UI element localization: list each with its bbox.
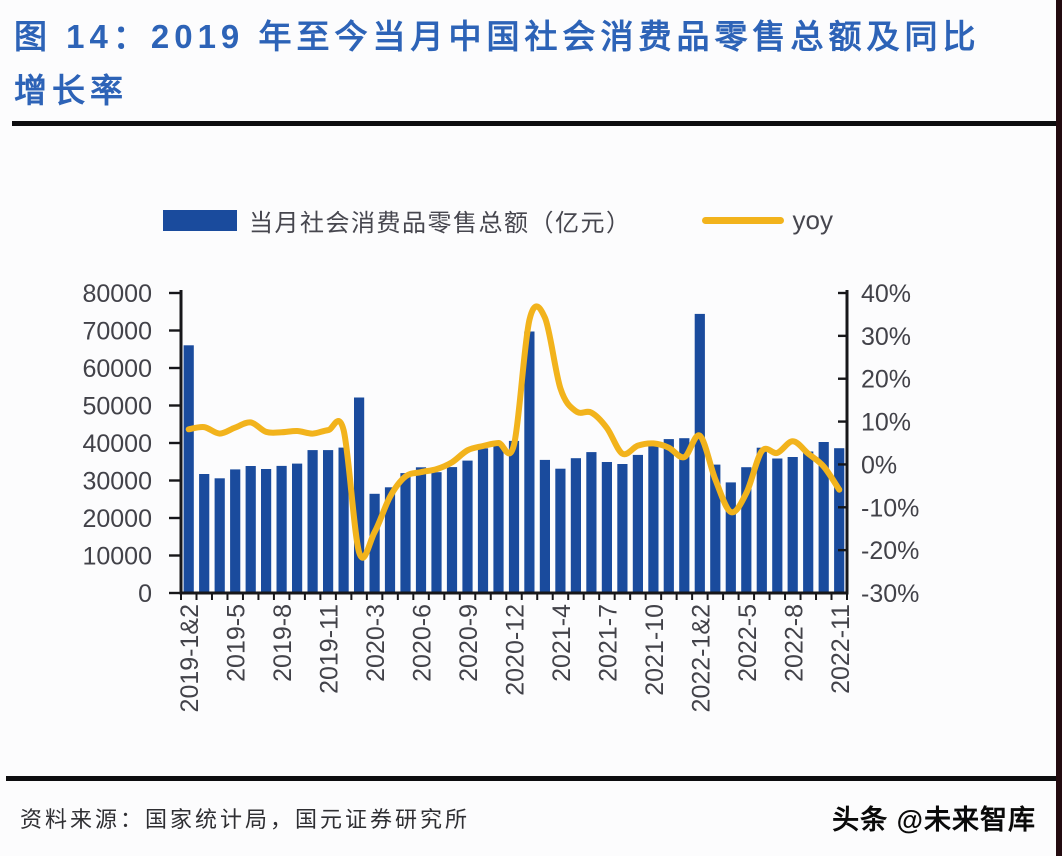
- svg-text:20%: 20%: [861, 366, 911, 394]
- x-tick-label: 2022-8: [780, 604, 808, 682]
- bar-2021-8: [617, 464, 628, 593]
- svg-text:40000: 40000: [82, 430, 152, 458]
- bar-2020-10: [477, 448, 489, 593]
- x-tick-label: 2019-8: [269, 604, 297, 682]
- bar-2021-9: [632, 454, 643, 593]
- legend-line-label: yoy: [792, 205, 833, 235]
- bar-2019-11: [323, 450, 334, 593]
- x-tick-label: 2020-3: [362, 604, 390, 682]
- figure-title: 图 14：2019 年至今当月中国社会消费品零售总额及同比 增长率: [14, 10, 1042, 118]
- svg-text:-20%: -20%: [861, 537, 919, 565]
- legend-line-swatch: [701, 217, 784, 224]
- bar-2021-3: [539, 459, 550, 593]
- svg-text:-10%: -10%: [861, 494, 919, 522]
- bar-2021-12: [679, 438, 690, 593]
- svg-text:40%: 40%: [861, 280, 911, 308]
- bar-2019-5: [230, 469, 241, 593]
- figure-title-line2: 增长率: [14, 72, 128, 109]
- bar-2020-8: [446, 467, 458, 593]
- bar-2022-9: [803, 451, 814, 593]
- bar-2022-5: [741, 467, 752, 593]
- bar-2019-10: [307, 450, 318, 593]
- bar-2019-12: [338, 447, 349, 593]
- bar-2022-7: [772, 458, 783, 593]
- x-tick-label: 2022-1&2: [687, 604, 715, 712]
- x-tick-label: 2020-6: [409, 604, 437, 682]
- svg-text:50000: 50000: [82, 393, 152, 421]
- svg-text:30000: 30000: [82, 468, 152, 496]
- svg-text:0: 0: [138, 580, 152, 608]
- x-tick-label: 2021-7: [594, 604, 622, 682]
- bar-2020-9: [462, 460, 473, 593]
- bar-2022-8: [787, 457, 798, 593]
- x-tick-label: 2022-5: [734, 604, 762, 682]
- bar-2020-4: [384, 487, 396, 593]
- bar-2022-10: [818, 442, 829, 593]
- x-tick-label: 2019-11: [316, 604, 344, 694]
- bar-2021-5: [570, 458, 581, 593]
- bar-2020-6: [415, 467, 427, 593]
- page-edge-strip: [1056, 0, 1062, 856]
- retail-sales-combo-chart: 80000 70000 60000 50000 40000 30000 20000 10000…: [82, 280, 919, 712]
- svg-text:70000: 70000: [82, 318, 152, 346]
- bar-2021-1&2: [524, 331, 535, 593]
- x-tick-label: 2022-11: [827, 604, 855, 694]
- bar-2022-11: [834, 448, 845, 593]
- bar-2021-4: [555, 468, 566, 593]
- bar-2019-6: [245, 466, 256, 593]
- svg-text:-30%: -30%: [861, 580, 919, 608]
- x-tick-label: 2021-4: [548, 604, 576, 682]
- bar-2021-11: [663, 439, 674, 593]
- figure-title-line1: 图 14：2019 年至今当月中国社会消费品零售总额及同比: [14, 18, 981, 55]
- bar-2019-7: [261, 469, 272, 593]
- x-tick-label: 2021-10: [641, 604, 669, 696]
- legend-bar-label: 当月社会消费品零售总额（亿元）: [249, 210, 632, 237]
- divider-bottom: [6, 776, 1062, 781]
- bar-2021-6: [586, 452, 597, 593]
- bar-2021-10: [648, 441, 659, 593]
- bar-2019-9: [292, 463, 303, 593]
- bar-2021-7: [601, 462, 612, 593]
- bar-2020-1&2: [354, 397, 365, 593]
- bar-2022-1&2: [694, 313, 705, 593]
- bar-2019-1&2: [183, 345, 194, 593]
- x-tick-label: 2019-1&2: [176, 604, 204, 712]
- bar-2019-3: [199, 474, 210, 593]
- divider-top: [12, 121, 1062, 126]
- bar-2020-11: [493, 444, 504, 593]
- watermark: 头条 @未来智库: [832, 805, 1036, 835]
- bar-2020-7: [431, 472, 442, 593]
- bar-2020-5: [400, 473, 411, 593]
- svg-text:60000: 60000: [82, 355, 152, 383]
- bar-2019-4: [214, 478, 225, 593]
- legend-bar-swatch: [163, 210, 237, 231]
- bar-2020-12: [508, 440, 520, 593]
- x-tick-label: 2019-5: [223, 604, 251, 682]
- yoy-line: [185, 303, 843, 561]
- bar-2022-3: [710, 464, 721, 593]
- x-tick-label: 2020-12: [502, 604, 530, 696]
- svg-text:10000: 10000: [82, 543, 152, 571]
- chart-legend: 当月社会消费品零售总额（亿元） yoy: [163, 203, 833, 238]
- bar-2022-6: [756, 447, 767, 593]
- svg-text:10%: 10%: [861, 409, 911, 437]
- svg-text:0%: 0%: [861, 451, 897, 479]
- svg-text:20000: 20000: [82, 505, 152, 533]
- x-tick-label: 2020-9: [455, 604, 483, 682]
- bar-2022-4: [725, 482, 736, 593]
- svg-text:80000: 80000: [82, 280, 152, 308]
- bar-2019-8: [276, 465, 287, 593]
- data-source-note: 资料来源：国家统计局，国元证券研究所: [20, 807, 471, 832]
- svg-text:30%: 30%: [861, 323, 911, 351]
- bar-2020-3: [369, 493, 380, 593]
